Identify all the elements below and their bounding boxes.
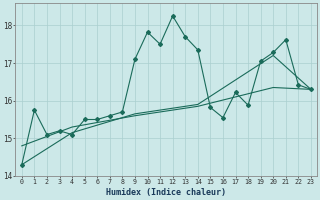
X-axis label: Humidex (Indice chaleur): Humidex (Indice chaleur) (106, 188, 226, 197)
